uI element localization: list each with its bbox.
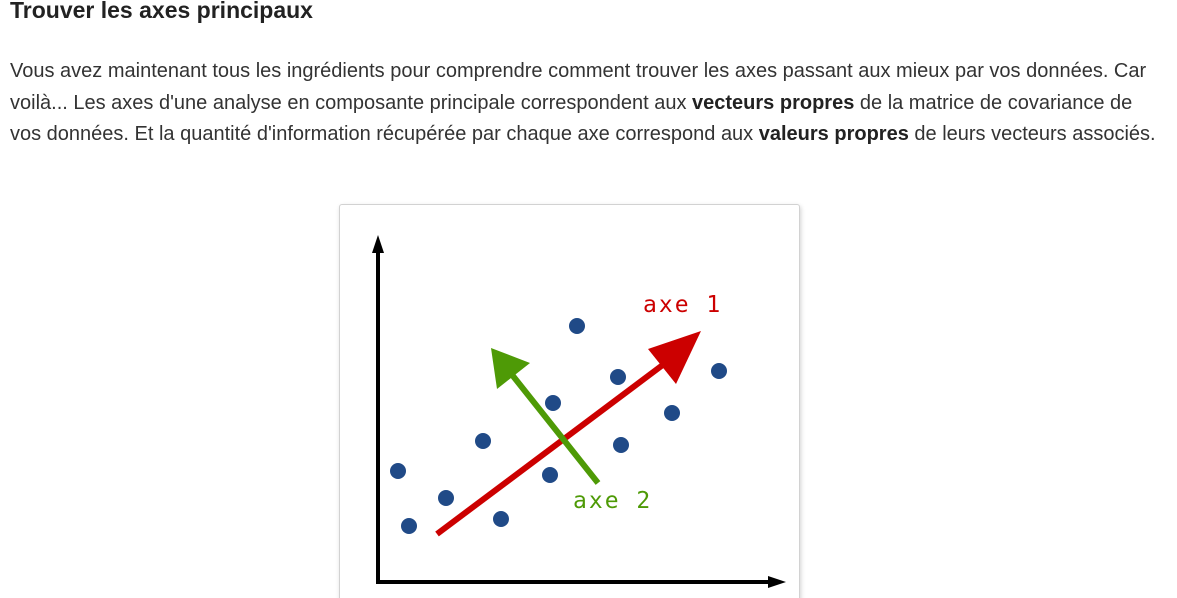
term-valeurs-propres: valeurs propres xyxy=(758,123,909,145)
data-point xyxy=(475,433,491,449)
pca-figure: axe 1 axe 2 xyxy=(339,204,800,598)
data-point xyxy=(493,511,509,527)
pca-diagram: axe 1 axe 2 xyxy=(372,235,786,588)
data-point xyxy=(390,463,406,479)
intro-paragraph: Vous avez maintenant tous les ingrédient… xyxy=(10,56,1160,151)
axis2-arrowhead xyxy=(491,348,530,389)
data-point xyxy=(545,395,561,411)
paragraph-text-1: Vous avez maintenant tous les ingrédient… xyxy=(10,60,1147,114)
x-axis-arrowhead xyxy=(768,576,786,588)
axis1-label: axe 1 xyxy=(643,292,722,318)
data-point xyxy=(664,405,680,421)
data-point xyxy=(542,467,558,483)
data-point xyxy=(711,363,727,379)
axis2-label: axe 2 xyxy=(573,488,652,514)
data-point xyxy=(569,318,585,334)
data-point xyxy=(610,369,626,385)
paragraph-text-3: de leurs vecteurs associés. xyxy=(908,123,1156,145)
data-point xyxy=(438,490,454,506)
axis1-vector xyxy=(435,358,670,537)
term-vecteurs-propres: vecteurs propres xyxy=(692,91,855,114)
axis2-vector xyxy=(510,374,601,485)
axis1-arrowhead xyxy=(648,331,701,384)
data-point xyxy=(401,518,417,534)
y-axis-arrowhead xyxy=(372,235,384,253)
paragraph-text-2: de la matrice de covariance de vos donné… xyxy=(10,91,1133,146)
data-points xyxy=(390,318,727,534)
data-point xyxy=(613,437,629,453)
section-title: Trouver les axes principaux xyxy=(10,0,313,23)
